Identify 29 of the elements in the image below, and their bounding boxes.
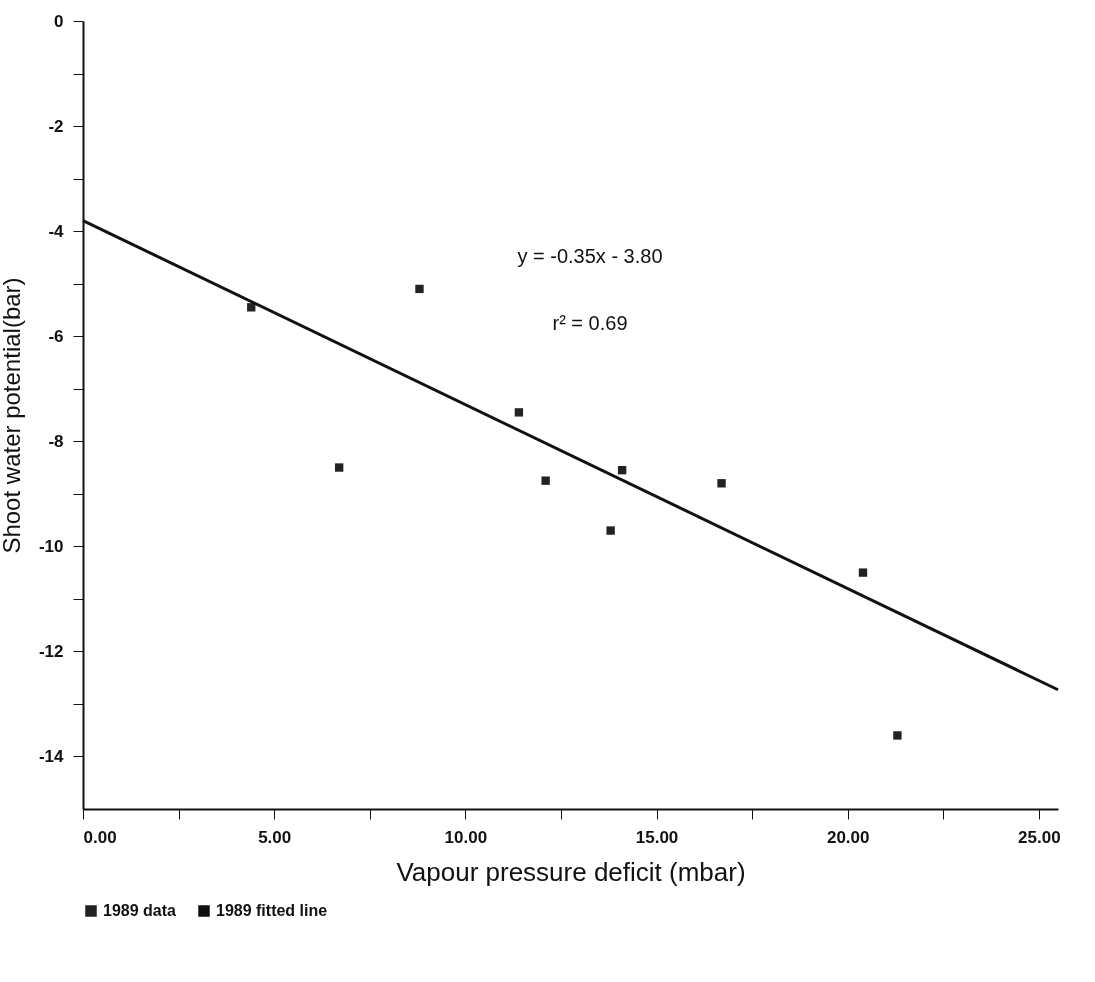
x-tick-label: 5.00	[258, 827, 292, 847]
y-tick-label: -12	[38, 641, 64, 661]
point	[617, 465, 627, 475]
x-axis-title: Vapour pressure deficit (mbar)	[396, 856, 746, 887]
legend-label: 1989 fitted line	[216, 902, 328, 919]
x-tick-label: 15.00	[635, 827, 679, 847]
x-tick-label: 10.00	[444, 827, 488, 847]
point	[893, 731, 902, 740]
x-tick-label: 20.00	[826, 827, 870, 847]
y-axis-title: Shoot water potential(bar)	[0, 277, 25, 554]
point	[606, 526, 615, 535]
annotation: y = -0.35x - 3.80	[517, 245, 663, 268]
y-tick-label: -2	[48, 116, 64, 136]
y-tick-label: 0	[54, 11, 64, 31]
x-tick-label: 25.00	[1018, 827, 1061, 847]
legend-label: 1989 data	[103, 902, 177, 919]
point	[541, 476, 550, 485]
point	[415, 284, 424, 294]
point	[334, 463, 344, 472]
point	[858, 568, 868, 577]
x-tick-label: 0.00	[83, 827, 117, 847]
y-tick-label: -8	[48, 431, 64, 451]
annotation: r² = 0.69	[552, 312, 628, 335]
point	[514, 408, 524, 417]
y-tick-label: -14	[38, 746, 65, 766]
y-tick-label: -4	[48, 221, 65, 241]
y-tick-label: -6	[48, 326, 64, 346]
y-tick-label: -10	[38, 536, 64, 556]
point	[717, 479, 726, 488]
